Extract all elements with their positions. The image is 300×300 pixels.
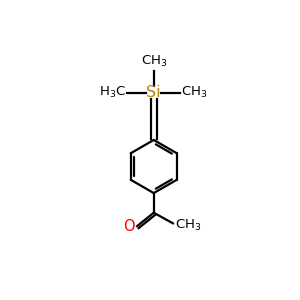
Text: CH$_3$: CH$_3$ <box>182 85 208 100</box>
Text: CH$_3$: CH$_3$ <box>140 54 167 70</box>
Text: Si: Si <box>146 85 161 100</box>
Text: H$_3$C: H$_3$C <box>99 85 126 100</box>
Text: CH$_3$: CH$_3$ <box>175 218 201 232</box>
Text: O: O <box>123 219 135 234</box>
